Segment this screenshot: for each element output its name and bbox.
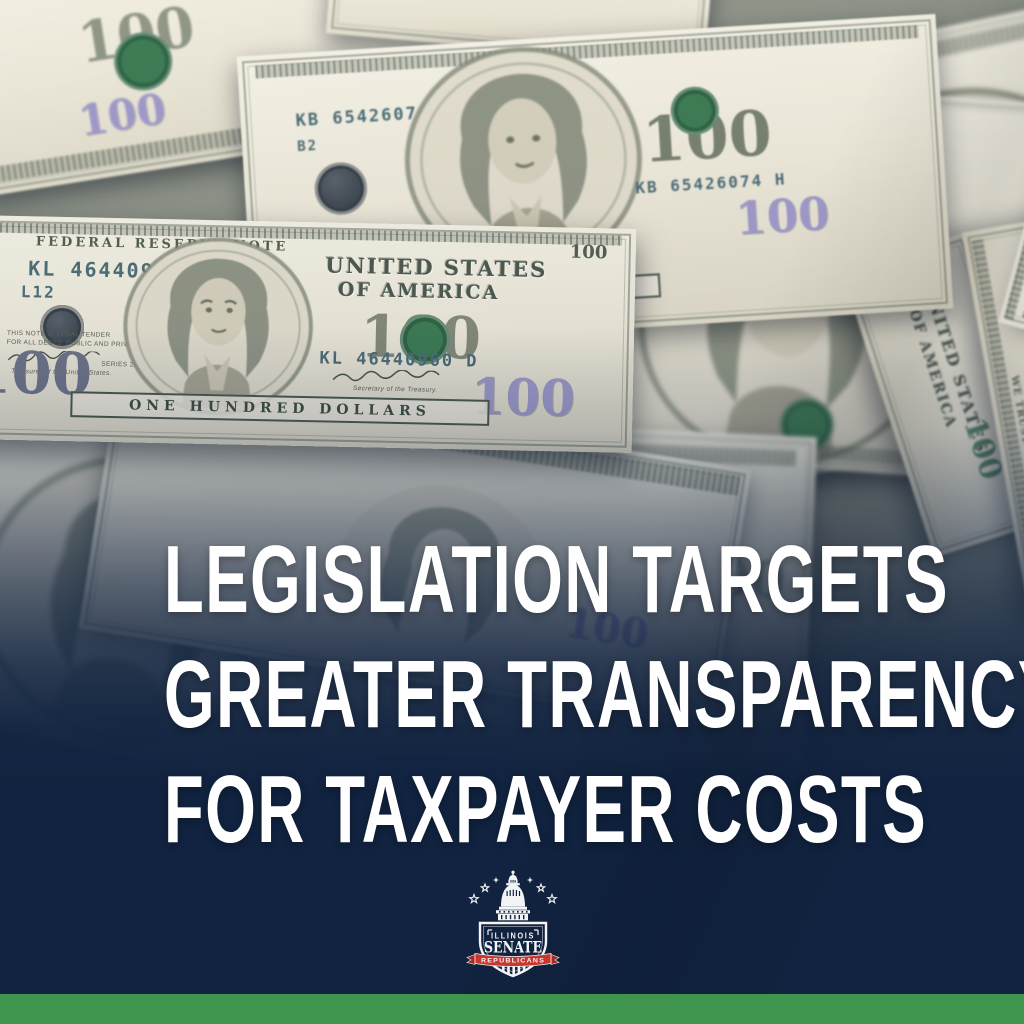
headline-line-1: LEGISLATION TARGETS <box>163 526 949 633</box>
headline-line-2: GREATER TRANSPARENCY <box>163 641 1024 748</box>
headline-line-3: FOR TAXPAYER COSTS <box>163 756 928 863</box>
logo-state-label: ILLINOIS <box>491 932 535 941</box>
star-icon <box>492 876 534 884</box>
headline: LEGISLATION TARGETS GREATER TRANSPARENCY… <box>0 522 1024 867</box>
logo-party-label: REPUBLICANS <box>481 958 545 965</box>
ribbon-banner <box>466 953 560 967</box>
illinois-senate-republicans-logo: ILLINOIS SENATE REPUBLICANS <box>466 870 560 978</box>
logo-chamber-label: SENATE <box>484 938 542 957</box>
shield-stripes <box>502 965 526 976</box>
capitol-dome-icon <box>496 870 530 921</box>
star-outline-icon <box>468 882 558 904</box>
shield-icon <box>478 921 548 978</box>
bottom-green-bar <box>0 994 1024 1024</box>
